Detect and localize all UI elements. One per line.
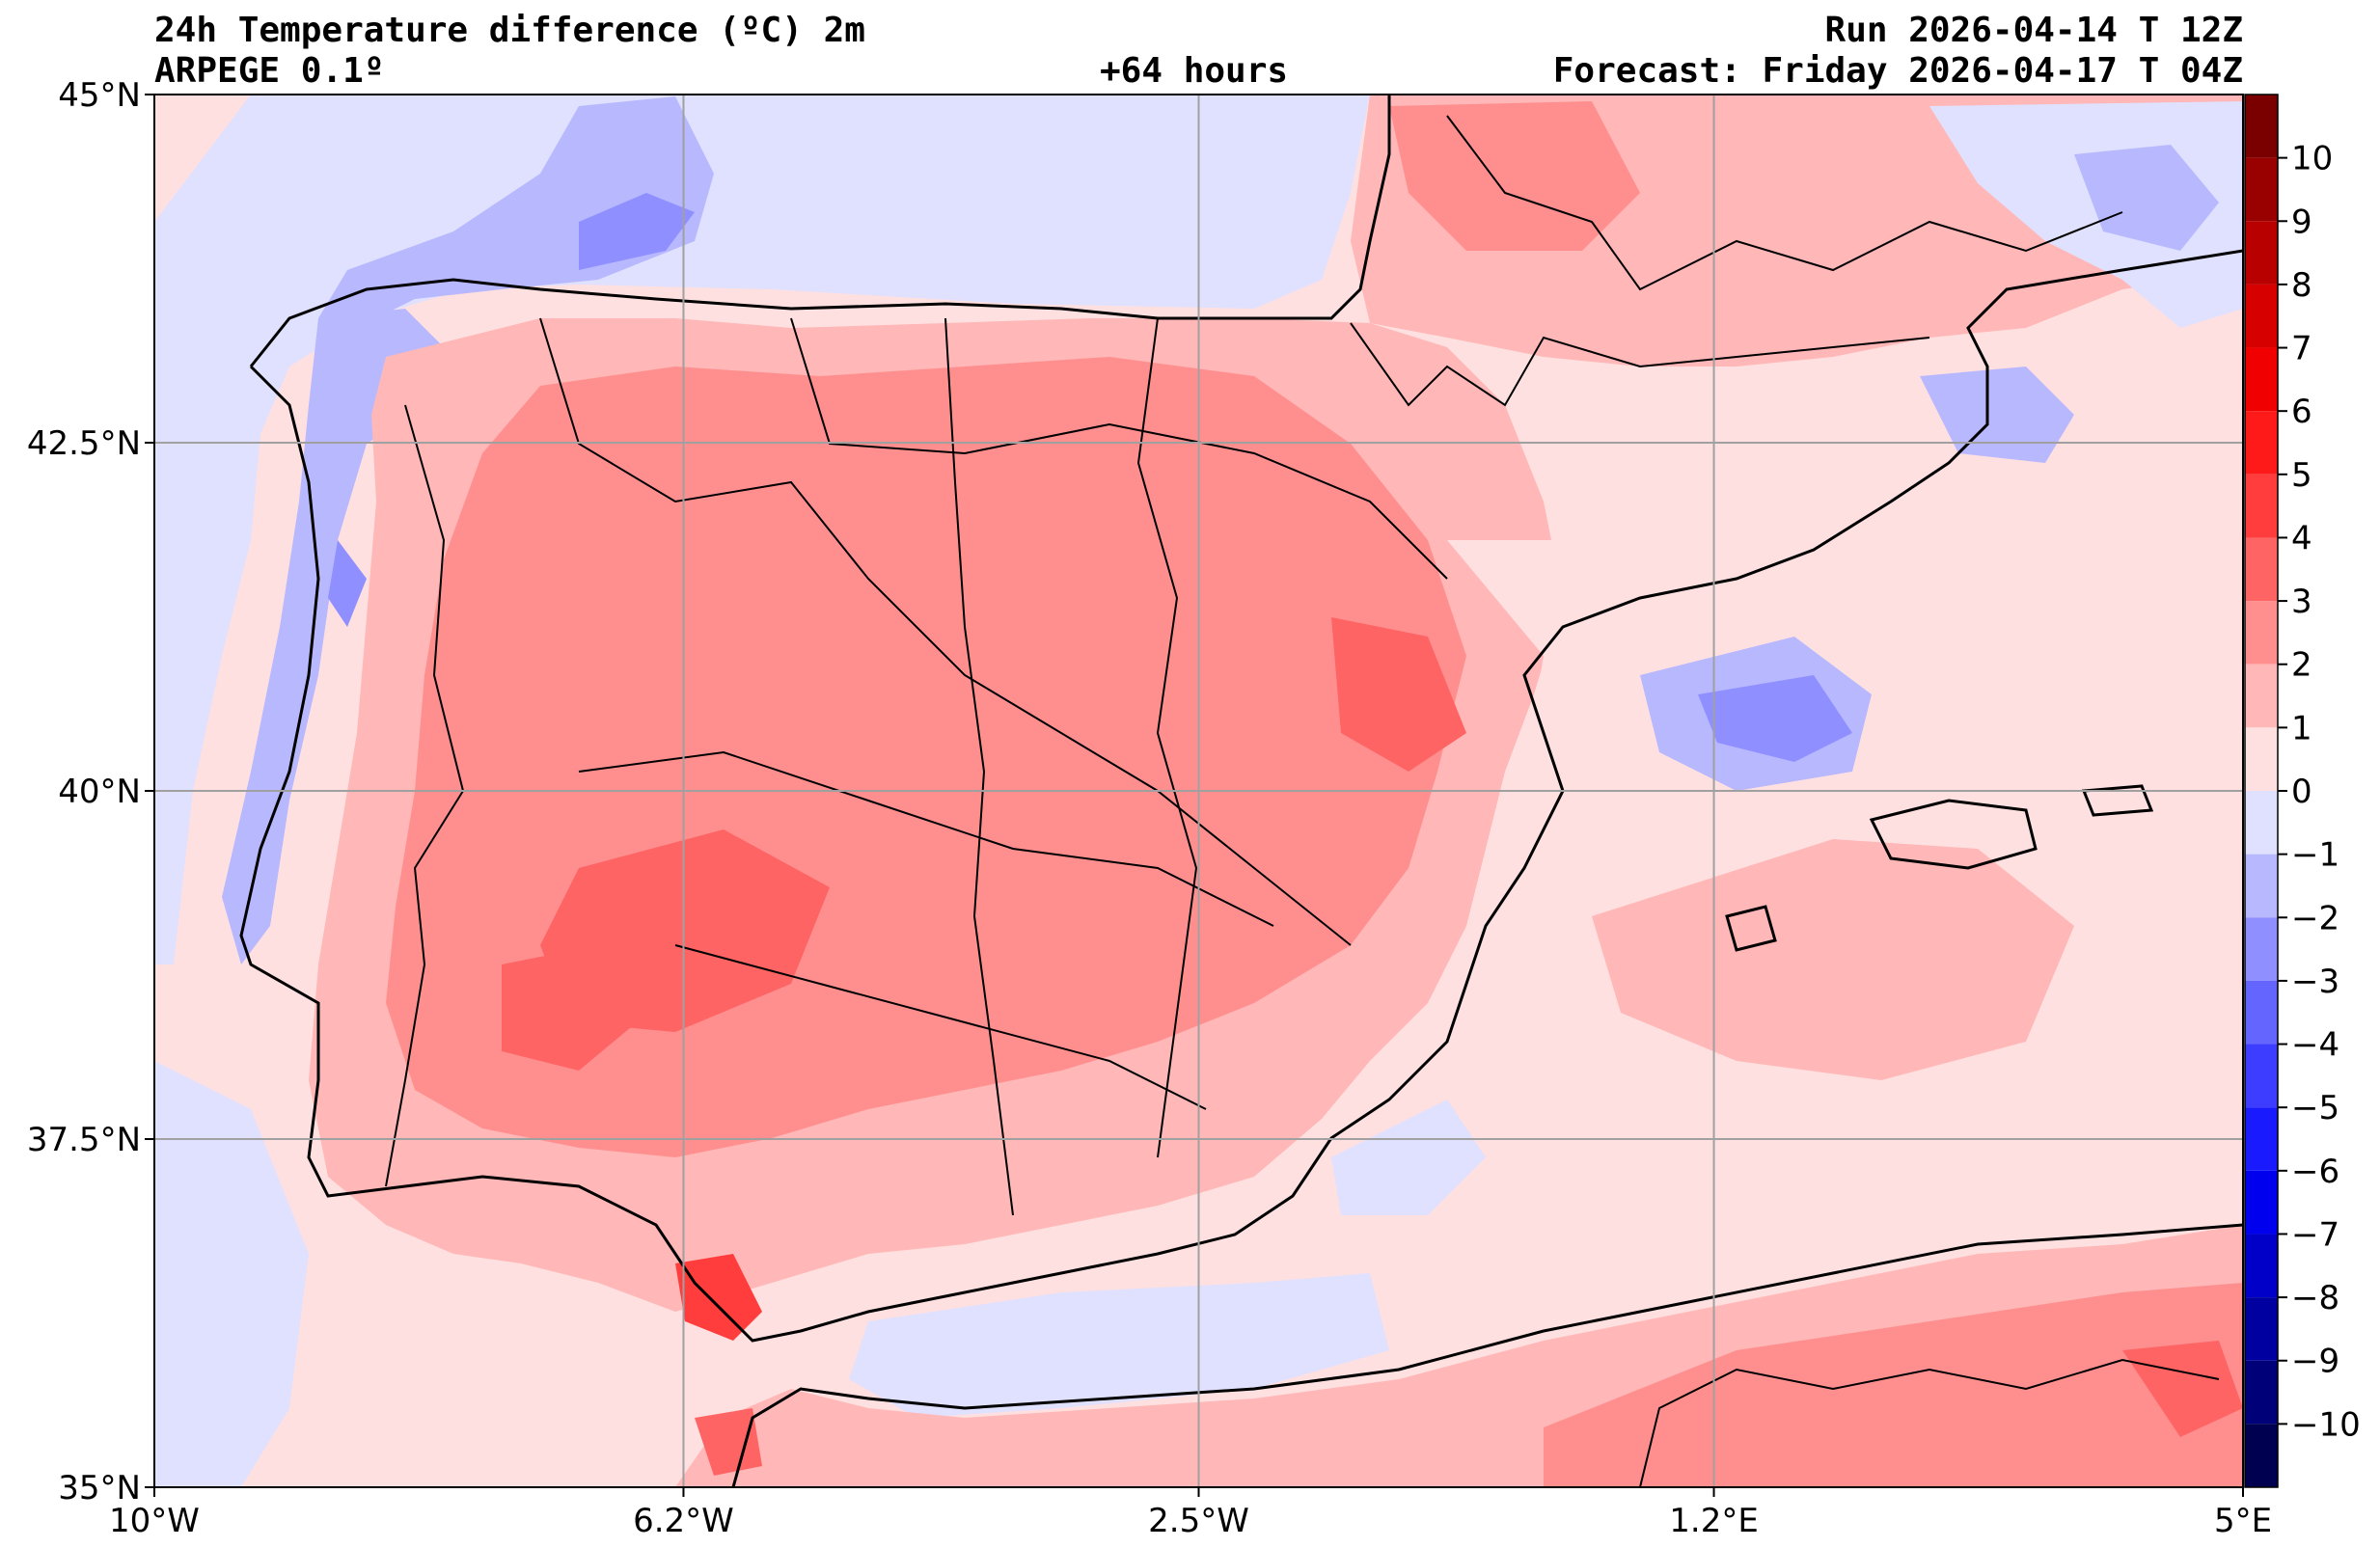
alboran-negative-area [1331,1100,1486,1215]
province-border-e [944,317,1014,1216]
morocco-hot-spot [695,1408,762,1476]
colorbar-tick-label: −7 [2291,1215,2339,1254]
mediterranean-mild-area [752,521,2243,1379]
gulf-cadiz-negative [154,1061,309,1487]
colorbar-tick-label: −9 [2291,1343,2339,1381]
menorca-coastline [2081,784,2154,817]
lat-tick-label: 40°N [58,773,141,811]
north-coastline [249,95,1391,367]
colorbar-tick-label: 10 [2291,140,2333,178]
colorbar-tick-label: −6 [2291,1153,2339,1191]
balearic-warm-area [1592,839,2074,1080]
colorbar-tick-label: 3 [2291,583,2312,621]
colorbar-tick-label: 4 [2291,519,2312,557]
africa-region-border [1639,1358,2220,1487]
lat-tick-label: 42.5°N [27,424,141,463]
colorbar-tick-label: 5 [2291,456,2312,495]
colorbar-segment [2245,664,2278,728]
colorbar-segment [2245,411,2278,475]
algeria-hot-spot [2122,1341,2243,1437]
lon-tick-label: 6.2°W [633,1502,734,1540]
map-frame [153,94,2244,1488]
lat-tick-label: 37.5°N [27,1121,141,1159]
atlantic-negative-area [154,95,1370,964]
province-border-f [1136,317,1198,1158]
southwest-hot-spot [502,945,637,1071]
province-border-c [578,750,1274,927]
france-region-border [1446,115,2123,291]
province-border-a [539,317,1352,946]
province-border-d [674,944,1207,1110]
colorbar-segment [2245,1424,2278,1487]
colorbar-segment [2245,980,2278,1045]
alps-cool-core [2074,145,2219,251]
colorbar-tick-label: −10 [2291,1405,2361,1444]
lead-time-label: +64 hours [1100,51,1289,91]
south-sea-negative-area [849,1273,1389,1418]
pyrenees-border [1350,322,1930,407]
colorbar-segment [2245,791,2278,855]
lon-tick-label: 2.5°W [1148,1502,1249,1540]
gulf-lion-cool-area [1920,367,2074,463]
run-label: Run 2026-04-14 T 12Z [1824,11,2243,50]
colorbar-tick-label: −4 [2291,1026,2339,1065]
colorbar-tick-label: −1 [2291,836,2339,875]
south-east-coastline [239,249,2243,1343]
colorbar-segment [2245,95,2278,158]
colorbar-tick-label: 6 [2291,393,2312,431]
colorbar-segment [2245,1297,2278,1361]
portugal-border [385,404,465,1187]
lat-tick-label: 45°N [58,76,141,115]
colorbar-segment [2245,537,2278,602]
east-hot-spot [1331,617,1466,772]
ibiza-coastline [1725,905,1777,952]
colorbar-tick-label: 2 [2291,646,2312,685]
colorbar-tick-label: −3 [2291,963,2339,1001]
colorbar-segment [2245,1234,2278,1298]
colorbar-segment [2245,727,2278,791]
colorbar-segment [2245,284,2278,348]
colorbar-tick-label: 8 [2291,266,2312,305]
axis-labels: 10°W 6.2°W 2.5°W 1.2°E 5°E 45°N 42.5°N 40°N 37.5… [27,76,2272,1540]
colorbar-segment [2245,601,2278,665]
colorbar-tick-label: 1 [2291,709,2312,747]
colorbar-segment [2245,347,2278,412]
colorbar-segment [2245,1107,2278,1171]
colorbar-tick-label: 9 [2291,203,2312,241]
lon-tick-label: 10°W [109,1502,200,1540]
lon-tick-label: 5°E [2214,1502,2272,1540]
biscay-cool-band [318,96,714,328]
mallorca-coastline [1869,799,2038,870]
gibraltar-hot-spot [675,1254,762,1341]
colorbar-tick-label: −5 [2291,1089,2339,1127]
colorbar-tick-label: 0 [2291,773,2312,811]
colorbar-tick-label: −2 [2291,899,2339,937]
lon-tick-label: 1.2°E [1669,1502,1759,1540]
colorbar-tick-label: 7 [2291,330,2312,368]
colorbar-segment [2245,1044,2278,1108]
colorbar-segment [2245,1170,2278,1235]
colorbar-segment [2245,917,2278,981]
forecast-label: Forecast: Friday 2026-04-17 T 04Z [1552,51,2243,91]
colorbar-segment [2245,157,2278,222]
colorbar-segment [2245,221,2278,285]
lat-tick-label: 35°N [58,1469,141,1507]
colorbar-segment [2245,854,2278,918]
colorbar-tick-label: −8 [2291,1279,2339,1317]
model-label: ARPEGE 0.1º [154,51,385,91]
map-title: 24h Temperature difference (ºC) 2m [154,11,865,50]
france-warmer-area [1389,101,1640,251]
galicia-cool-spot [328,540,367,627]
algeria-warmer-area [1544,1283,2243,1487]
map-gridlines [145,94,2244,1497]
colorbar-segment [2245,474,2278,538]
africa-coastline [731,1223,2243,1487]
biscay-cool-core [579,193,695,270]
colorbar-segment [2245,1360,2278,1425]
balearic-cool-core [1698,675,1852,762]
